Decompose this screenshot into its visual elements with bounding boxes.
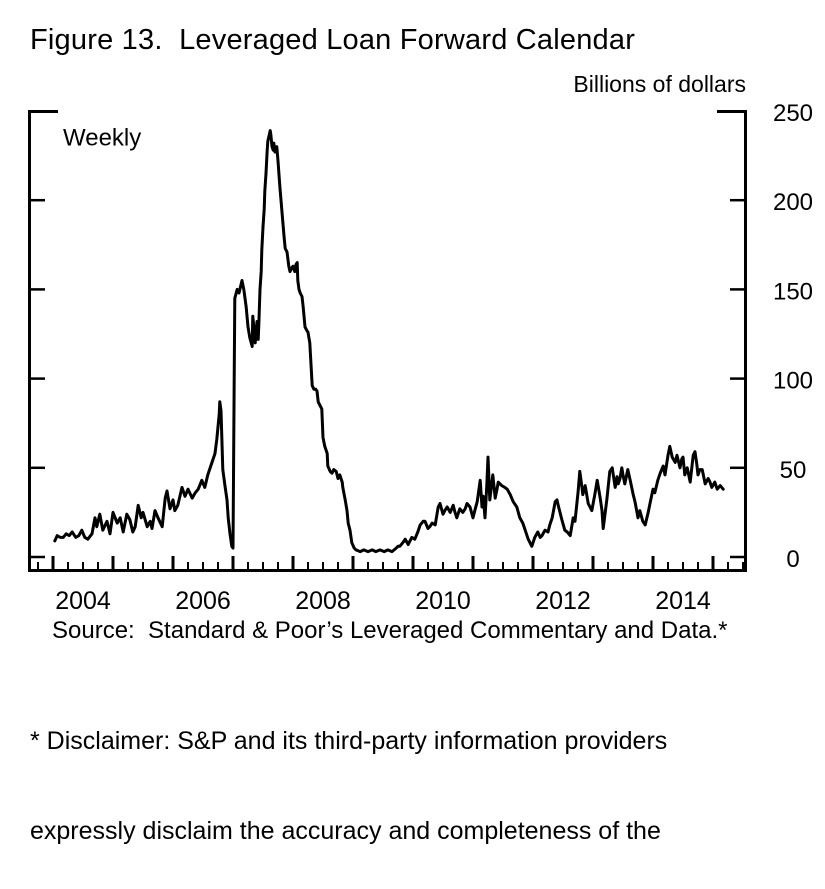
- x-tick-label: 2004: [55, 587, 111, 615]
- frequency-label: Weekly: [63, 125, 141, 152]
- x-tick-label: 2008: [295, 587, 351, 615]
- disclaimer-text: * Disclaimer: S&P and its third-party in…: [30, 666, 728, 889]
- y-tick-label: 0: [786, 546, 799, 573]
- y-tick-label: 100: [773, 368, 813, 395]
- y-tick-label: 200: [773, 189, 813, 216]
- y-axis-units-label: Billions of dollars: [573, 71, 746, 97]
- y-tick-label: 150: [773, 278, 813, 305]
- disclaimer-line: * Disclaimer: S&P and its third-party in…: [30, 727, 668, 755]
- x-tick-label: 2006: [175, 587, 231, 615]
- source-note: Source: Standard & Poor’s Leveraged Comm…: [52, 617, 728, 644]
- x-tick-label: 2012: [535, 587, 591, 615]
- y-tick-label: 50: [780, 457, 807, 484]
- x-tick-label: 2010: [415, 587, 471, 615]
- y-tick-label: 250: [773, 100, 813, 127]
- data-line-forward-calendar: [53, 129, 725, 554]
- figure-title: Figure 13. Leveraged Loan Forward Calend…: [30, 24, 636, 56]
- disclaimer-line: expressly disclaim the accuracy and comp…: [30, 817, 661, 845]
- line-chart-canvas: Weekly 0 50 100 150 200 250 2004 2006 2008 2010 20…: [28, 100, 813, 615]
- x-tick-label: 2014: [655, 587, 711, 615]
